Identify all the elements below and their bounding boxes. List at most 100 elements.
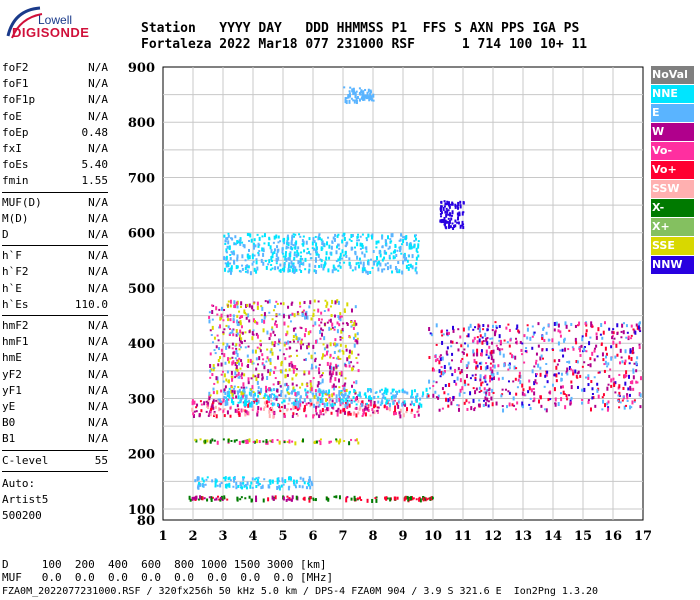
echo-point [287,402,290,405]
echo-point [281,479,284,483]
echo-point [378,250,381,255]
echo-point [368,398,371,402]
echo-point [215,376,218,381]
echo-point [238,337,241,342]
echo-point [231,329,234,334]
echo-point [472,349,475,354]
echo-point [229,406,232,410]
echo-point [485,394,488,397]
echo-point [224,402,227,407]
echo-point [371,408,374,412]
echo-point [476,348,479,353]
echo-point [381,393,384,396]
echo-point [335,410,338,413]
echo-point [498,334,501,339]
echo-point [265,265,268,270]
echo-point [234,371,237,376]
echo-point [308,497,311,500]
echo-point [286,234,289,238]
echo-point [341,330,344,333]
echo-point [203,401,206,406]
echo-point [251,336,254,341]
echo-point [366,406,369,411]
echo-point [280,406,283,409]
echo-point [252,329,255,332]
echo-point [212,367,215,370]
echo-point [251,385,254,390]
echo-point [318,318,321,322]
echo-point [322,353,325,358]
echo-point [265,385,268,390]
echo-point [546,370,549,374]
echo-point [287,385,290,390]
echo-point [375,256,378,261]
echo-point [330,373,333,378]
echo-point [290,392,293,395]
echo-point [255,367,258,371]
echo-point [240,301,243,306]
echo-point [313,240,316,244]
echo-point [344,344,347,348]
echo-point [288,498,291,501]
echo-point [533,397,536,402]
echo-point [252,405,255,410]
echo-point [555,365,558,370]
echo-point [226,342,229,347]
echo-point [314,352,317,355]
echo-point [394,496,397,501]
echo-point [282,255,285,258]
echo-point [279,410,282,413]
echo-point [352,365,355,368]
echo-point [229,479,232,482]
echo-point [434,354,437,358]
echo-point [293,482,296,486]
echo-point [488,379,491,383]
echo-point [255,332,258,336]
echo-point [506,341,509,344]
echo-point [373,410,376,415]
echo-point [587,363,590,366]
echo-point [292,338,295,341]
echo-point [450,345,453,348]
echo-point [329,440,332,443]
echo-point [397,261,400,265]
echo-point [268,387,271,392]
echo-point [221,498,224,501]
echo-point [381,235,384,240]
echo-point [407,266,410,271]
echo-point [231,347,234,350]
echo-point [515,337,518,340]
echo-point [568,366,571,371]
echo-point [585,329,588,333]
echo-point [604,360,607,365]
echo-point [490,396,493,401]
echo-point [238,343,241,347]
echo-point [364,392,367,396]
echo-point [342,399,345,403]
echo-point [242,477,245,481]
echo-point [214,405,217,409]
echo-point [244,312,247,315]
echo-point [545,331,548,335]
auto-scaling-line: Artist5 [2,492,49,506]
echo-point [466,407,469,411]
echo-point [339,338,342,341]
echo-point [539,395,542,400]
x-tick-label: 9 [398,529,407,544]
echo-point [508,366,511,370]
echo-point [314,357,317,360]
echo-point [459,371,462,375]
echo-point [240,391,243,396]
echo-point [225,378,228,382]
echo-point [230,268,233,273]
echo-point [459,224,462,229]
panel-divider [2,191,108,193]
echo-point [540,354,543,358]
echo-point [413,403,416,407]
echo-point [447,201,450,205]
echo-point [489,362,492,365]
echo-point [343,86,346,89]
echo-point [532,400,535,403]
echo-point [377,395,380,398]
echo-point [422,497,425,502]
